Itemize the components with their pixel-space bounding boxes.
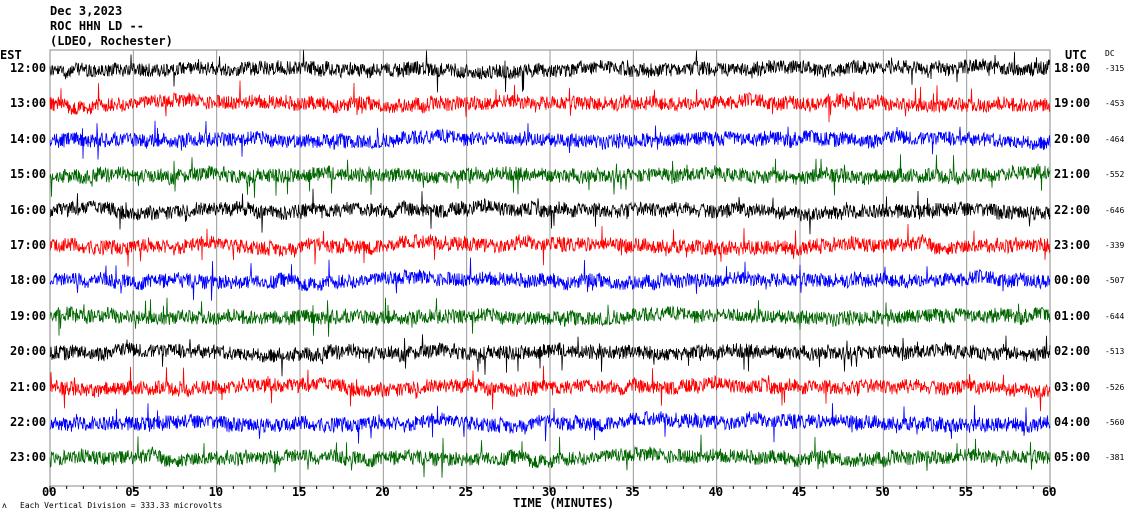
est-row-label: 13:00 — [10, 96, 47, 111]
x-tick-label: 55 — [958, 485, 974, 499]
est-axis-label: EST — [0, 48, 22, 62]
dc-offset-label: -646 — [1105, 205, 1125, 215]
dc-offset-label: -453 — [1105, 99, 1125, 109]
est-row-label: 17:00 — [10, 238, 47, 252]
dc-offset-label: -644 — [1105, 311, 1125, 321]
utc-row-label: 23:00 — [1054, 238, 1091, 252]
date-label: Dec 3,2023 — [50, 4, 123, 18]
station-label: ROC HHN LD -- — [50, 19, 144, 33]
est-row-label: 12:00 — [10, 61, 47, 75]
est-row-label: 21:00 — [10, 379, 47, 394]
x-tick-label: 05 — [125, 485, 140, 499]
trace-line — [49, 297, 1051, 337]
est-row-label: 20:00 — [10, 344, 47, 359]
utc-row-label: 04:00 — [1054, 415, 1091, 429]
x-tick-label: 35 — [625, 485, 640, 499]
scale-note: Each Vertical Division = 333.33 microvol… — [20, 501, 223, 510]
trace-line — [49, 188, 1051, 235]
est-row-label: 23:00 — [10, 450, 47, 465]
trace-line — [49, 120, 1051, 160]
network-label: (LDEO, Rochester) — [50, 34, 173, 48]
utc-axis-label: UTC — [1065, 48, 1087, 62]
dc-offset-label: -552 — [1105, 170, 1125, 180]
seismometer-icon: ʌ — [2, 501, 7, 510]
x-tick-label: 60 — [1042, 485, 1057, 499]
trace-line — [49, 365, 1051, 412]
dc-offset-label: -339 — [1105, 241, 1125, 250]
x-axis-title: TIME (MINUTES) — [513, 496, 615, 510]
utc-row-label: 02:00 — [1054, 344, 1091, 359]
est-row-label: 19:00 — [10, 308, 47, 323]
x-tick-label: 30 — [542, 485, 557, 499]
est-row-label: 16:00 — [10, 202, 47, 217]
utc-row-label: 00:00 — [1054, 273, 1091, 288]
dc-offset-label: -526 — [1105, 382, 1125, 392]
x-tick-label: 50 — [875, 485, 890, 499]
dc-offset-label: -560 — [1105, 418, 1125, 427]
utc-row-label: 03:00 — [1054, 379, 1091, 394]
trace-line — [49, 80, 1051, 123]
utc-row-label: 19:00 — [1054, 96, 1091, 111]
est-row-label: 22:00 — [10, 415, 47, 429]
dc-offset-label: -464 — [1105, 134, 1125, 144]
x-tick-label: 00 — [42, 485, 57, 499]
dc-offset-label: -507 — [1105, 276, 1125, 286]
utc-row-label: 01:00 — [1054, 308, 1091, 323]
utc-row-label: 20:00 — [1054, 131, 1091, 146]
trace-line — [49, 334, 1051, 377]
trace-line — [49, 154, 1051, 198]
dc-offset-label: -513 — [1105, 347, 1125, 357]
utc-row-label: 21:00 — [1054, 167, 1091, 182]
x-tick-label: 45 — [792, 485, 807, 499]
trace-line — [49, 223, 1051, 267]
trace-line — [49, 434, 1051, 478]
x-tick-label: 15 — [292, 485, 307, 499]
est-row-label: 15:00 — [10, 167, 47, 182]
trace-line — [49, 403, 1051, 444]
dc-offset-label: -315 — [1105, 64, 1125, 73]
trace-line — [49, 50, 1051, 93]
utc-row-label: 05:00 — [1054, 450, 1091, 465]
x-tick-label: 25 — [458, 485, 474, 499]
est-row-label: 14:00 — [10, 131, 47, 146]
x-tick-label: 20 — [375, 485, 390, 499]
dc-label: DC — [1105, 49, 1115, 58]
x-tick-label: 10 — [208, 485, 224, 499]
est-row-label: 18:00 — [10, 273, 47, 288]
x-tick-label: 40 — [708, 485, 724, 499]
utc-row-label: 18:00 — [1054, 61, 1091, 75]
dc-offset-label: -381 — [1105, 453, 1125, 463]
utc-row-label: 22:00 — [1054, 202, 1091, 217]
trace-line — [49, 257, 1051, 301]
